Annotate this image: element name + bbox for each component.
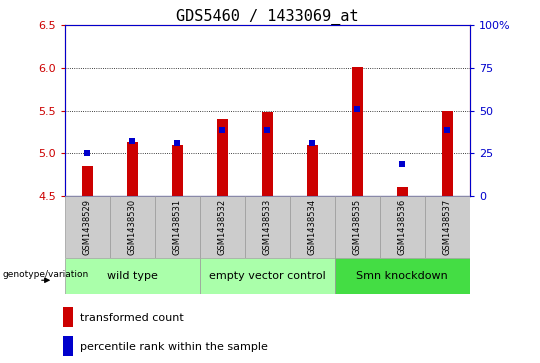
Text: empty vector control: empty vector control (209, 271, 326, 281)
Bar (127, 142, 138, 196)
Text: GSM1438534: GSM1438534 (308, 199, 317, 255)
Bar (110, 196, 155, 258)
Bar (63, 336, 73, 356)
Text: GSM1438537: GSM1438537 (443, 199, 452, 255)
Title: GDS5460 / 1433069_at: GDS5460 / 1433069_at (176, 9, 359, 25)
Text: GSM1438536: GSM1438536 (398, 199, 407, 255)
Bar (397, 187, 408, 196)
Bar (335, 258, 470, 294)
Bar (245, 196, 290, 258)
Bar (425, 196, 470, 258)
Text: GSM1438530: GSM1438530 (128, 199, 137, 255)
Bar (200, 196, 245, 258)
Bar (65, 196, 110, 258)
Text: wild type: wild type (107, 271, 158, 281)
Bar (442, 111, 453, 196)
Text: percentile rank within the sample: percentile rank within the sample (79, 342, 267, 352)
Bar (63, 307, 73, 327)
Bar (155, 196, 200, 258)
Text: transformed count: transformed count (79, 313, 184, 323)
Bar (290, 196, 335, 258)
Text: genotype/variation: genotype/variation (3, 270, 89, 278)
Bar (172, 145, 183, 196)
Text: GSM1438529: GSM1438529 (83, 199, 92, 255)
Text: GSM1438531: GSM1438531 (173, 199, 182, 255)
Bar (307, 145, 318, 196)
Bar (82, 166, 93, 196)
Text: GSM1438535: GSM1438535 (353, 199, 362, 255)
Text: GSM1438532: GSM1438532 (218, 199, 227, 255)
Bar (65, 258, 200, 294)
Text: Smn knockdown: Smn knockdown (356, 271, 448, 281)
Bar (262, 113, 273, 196)
Bar (217, 119, 228, 196)
Bar (200, 258, 335, 294)
Bar (380, 196, 425, 258)
Bar (335, 196, 380, 258)
Bar (352, 67, 363, 196)
Text: GSM1438533: GSM1438533 (263, 199, 272, 255)
